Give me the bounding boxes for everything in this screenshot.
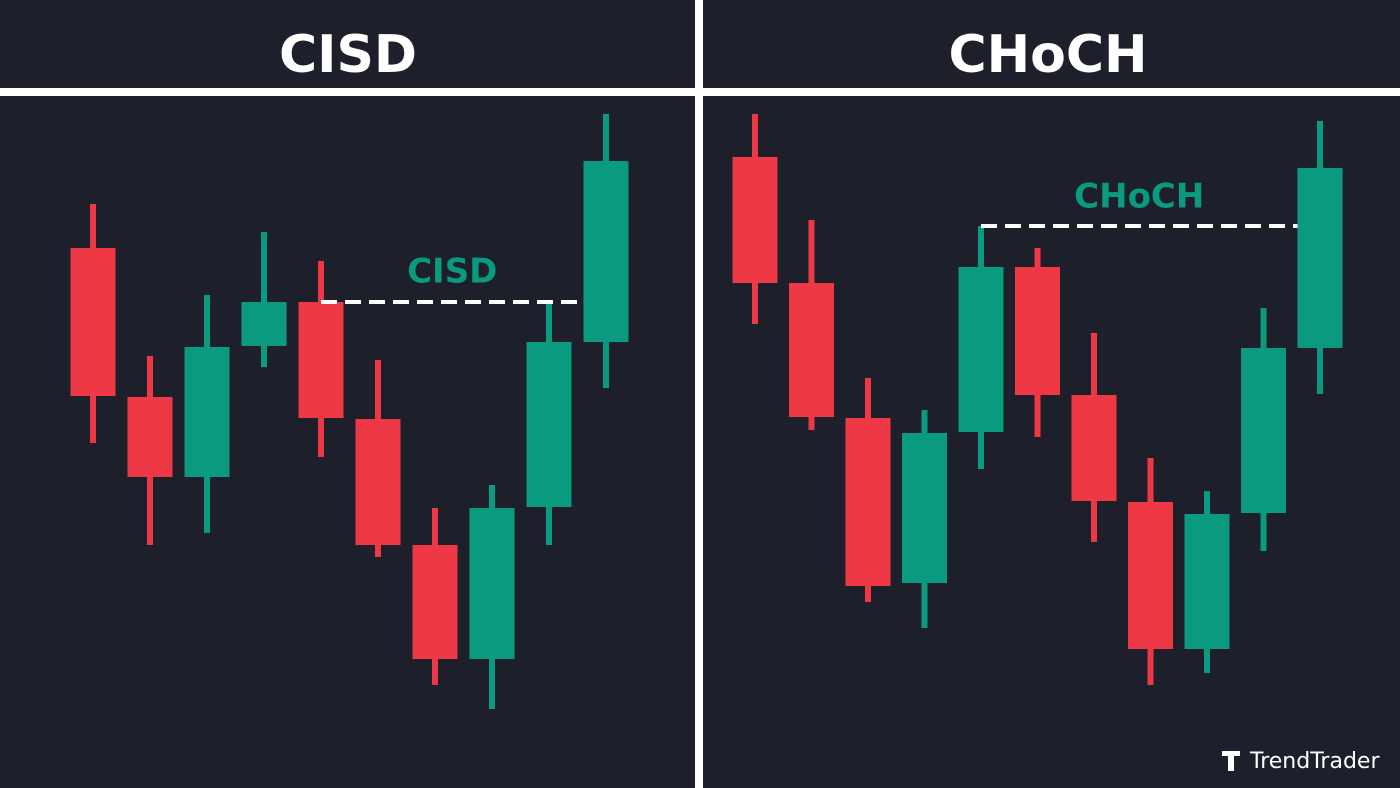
panel-title: CISD — [279, 25, 417, 85]
candle-body — [241, 302, 287, 346]
brand-logo — [1222, 751, 1240, 771]
candle-body — [732, 157, 778, 283]
candle-body — [1241, 348, 1286, 513]
candle-body — [1015, 267, 1060, 395]
candle-body — [1297, 168, 1343, 348]
candle-body — [1071, 395, 1117, 501]
candle-body — [1128, 502, 1173, 649]
candle-body — [789, 283, 834, 417]
candle-body — [958, 267, 1004, 432]
candle-body — [127, 397, 173, 477]
candle-body — [298, 302, 344, 418]
panel-title: CHoCH — [948, 25, 1147, 85]
candle-body — [1184, 514, 1230, 649]
candle-body — [526, 342, 572, 507]
candle-body — [469, 508, 515, 659]
candle-body — [355, 419, 401, 545]
candle-body — [845, 418, 891, 586]
candle-body — [583, 161, 629, 342]
candle-body — [70, 248, 116, 396]
candle-body — [184, 347, 230, 477]
annotation: CHoCH — [1074, 177, 1204, 217]
candle-body — [902, 433, 947, 583]
candle-body — [412, 545, 458, 659]
annotation: CISD — [407, 252, 497, 292]
brand: TrendTrader — [1249, 749, 1380, 774]
panel-divider — [695, 0, 703, 788]
